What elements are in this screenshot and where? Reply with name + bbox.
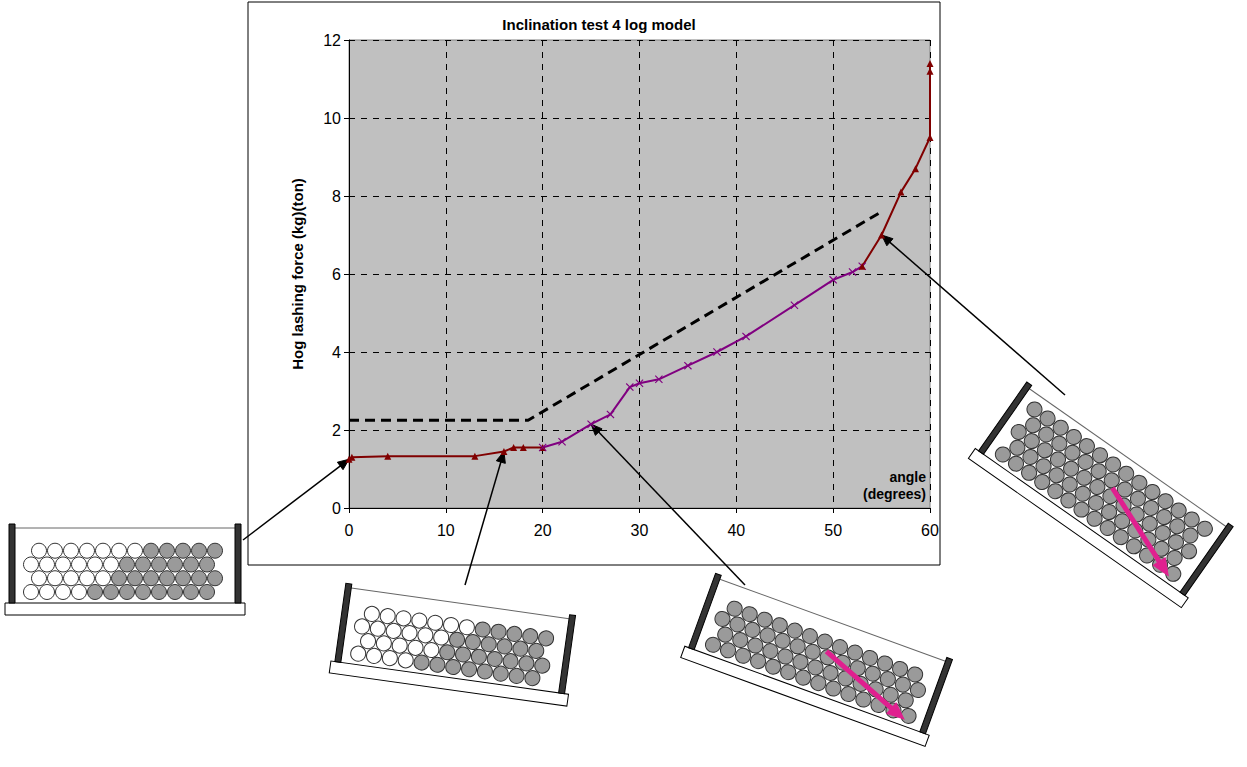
svg-text:10: 10 [437, 522, 455, 539]
svg-text:Inclination test 4 log model: Inclination test 4 log model [502, 16, 695, 33]
svg-text:angle: angle [889, 469, 926, 485]
svg-text:12: 12 [323, 32, 341, 49]
svg-text:(degrees): (degrees) [863, 486, 926, 502]
svg-text:Hog lashing force (kg)(ton): Hog lashing force (kg)(ton) [289, 178, 306, 370]
svg-text:0: 0 [332, 500, 341, 517]
svg-text:20: 20 [534, 522, 552, 539]
svg-text:6: 6 [332, 266, 341, 283]
svg-text:40: 40 [727, 522, 745, 539]
svg-text:60: 60 [921, 522, 939, 539]
svg-text:50: 50 [824, 522, 842, 539]
svg-text:8: 8 [332, 188, 341, 205]
svg-text:30: 30 [631, 522, 649, 539]
svg-text:4: 4 [332, 344, 341, 361]
svg-text:2: 2 [332, 422, 341, 439]
svg-text:0: 0 [345, 522, 354, 539]
svg-text:10: 10 [323, 110, 341, 127]
